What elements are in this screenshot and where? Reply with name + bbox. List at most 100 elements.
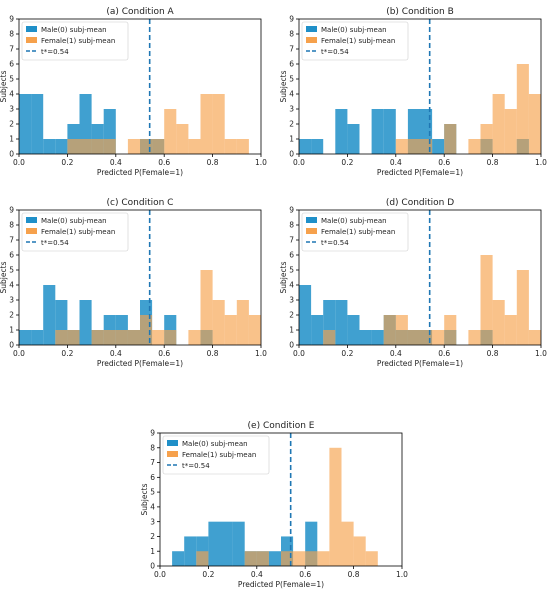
x-tick-label: 0.0 (293, 349, 305, 358)
female-bar (248, 315, 261, 345)
female-bar (176, 124, 189, 154)
y-tick-label: 6 (9, 251, 14, 260)
female-bar (224, 315, 237, 345)
y-tick-label: 8 (150, 443, 155, 452)
legend-swatch-female (167, 451, 178, 457)
male-bar (19, 94, 32, 154)
y-axis-label: Subjects (140, 483, 149, 515)
chart-title: (e) Condition E (248, 421, 315, 431)
male-bar (268, 551, 281, 566)
plot-frame (18, 209, 262, 346)
y-tick-label: 1 (150, 547, 155, 556)
x-tick-label: 0.8 (487, 349, 499, 358)
x-tick-label: 0.4 (251, 570, 263, 579)
female-bar (188, 139, 201, 154)
female-bar (323, 330, 336, 345)
female-bar (395, 315, 408, 345)
female-bar (164, 109, 177, 154)
legend-box (21, 212, 129, 252)
x-tick-label: 0.8 (207, 349, 219, 358)
male-bar (43, 139, 56, 154)
x-tick-label: 1.0 (255, 158, 267, 167)
chart-title: (b) Condition B (386, 7, 454, 17)
legend-label-male: Male(0) subj-mean (41, 217, 107, 225)
female-bar (196, 551, 209, 566)
female-bar (224, 139, 237, 154)
male-bar (43, 285, 56, 345)
female-bar (67, 330, 80, 345)
chart-panel: 0.0 0.2 0.4 0.6 0.8 1.0 0 1 2 3 4 5 6 7 8 9 (e) Conditio… (140, 421, 408, 589)
female-bar (468, 330, 481, 345)
legend-swatch-male (306, 217, 317, 223)
x-tick-label: 0.6 (158, 349, 170, 358)
female-bar (256, 551, 269, 566)
female-bar (91, 139, 104, 154)
y-tick-label: 8 (9, 221, 14, 230)
female-bar (152, 330, 165, 345)
chart-title: (d) Condition D (386, 198, 454, 208)
y-tick-label: 7 (150, 458, 155, 467)
y-tick-label: 8 (9, 30, 14, 39)
y-tick-label: 6 (9, 60, 14, 69)
male-bar (347, 124, 360, 154)
y-tick-label: 5 (9, 266, 14, 275)
legend-label-female: Female(1) subj-mean (182, 451, 256, 459)
male-bar (299, 139, 312, 154)
female-bar (353, 536, 366, 566)
legend-label-threshold: t*=0.54 (41, 239, 69, 247)
x-tick-label: 1.0 (255, 349, 267, 358)
y-tick-label: 0 (289, 341, 294, 350)
chart-panel: 0.0 0.2 0.4 0.6 0.8 1.0 0 1 2 3 4 5 6 7 8 9 (a) Conditio… (0, 7, 267, 177)
female-bar (212, 300, 225, 345)
y-tick-label: 7 (289, 236, 294, 245)
x-tick-label: 0.8 (207, 158, 219, 167)
y-tick-label: 1 (9, 326, 14, 335)
y-tick-label: 7 (9, 45, 14, 54)
x-tick-label: 0.2 (61, 349, 73, 358)
y-tick-label: 2 (150, 532, 155, 541)
plot-frame (298, 18, 542, 155)
y-tick-label: 8 (289, 221, 294, 230)
female-bar (516, 270, 529, 345)
female-bar (395, 139, 408, 154)
legend-swatch-male (306, 26, 317, 32)
legend-label-threshold: t*=0.54 (41, 48, 69, 56)
x-axis-label: Predicted P(Female=1) (97, 168, 183, 177)
female-bar (305, 551, 318, 566)
plot-frame (298, 209, 542, 346)
y-tick-label: 3 (289, 296, 294, 305)
legend-label-female: Female(1) subj-mean (321, 228, 395, 236)
legend-label-female: Female(1) subj-mean (41, 37, 115, 45)
male-bar (172, 551, 185, 566)
female-bar (383, 315, 396, 345)
y-tick-label: 0 (289, 150, 294, 159)
male-bar (19, 330, 32, 345)
y-tick-label: 7 (9, 236, 14, 245)
female-bar (164, 330, 177, 345)
chart-panel: 0.0 0.2 0.4 0.6 0.8 1.0 0 1 2 3 4 5 6 7 8 9 (b) Conditio… (279, 7, 547, 177)
chart-panel: 0.0 0.2 0.4 0.6 0.8 1.0 0 1 2 3 4 5 6 7 8 9 (c) Conditio… (0, 198, 267, 368)
y-tick-label: 0 (9, 150, 14, 159)
female-bar (67, 139, 80, 154)
x-tick-label: 0.8 (348, 570, 360, 579)
female-bar (317, 551, 330, 566)
y-tick-label: 2 (9, 120, 14, 129)
legend-label-female: Female(1) subj-mean (321, 37, 395, 45)
legend-box (162, 435, 270, 475)
legend-swatch-female (26, 228, 37, 234)
legend-label-female: Female(1) subj-mean (41, 228, 115, 236)
x-tick-label: 0.2 (61, 158, 73, 167)
y-tick-label: 3 (289, 105, 294, 114)
female-bar (103, 330, 116, 345)
x-tick-label: 0.4 (390, 349, 402, 358)
female-bar (103, 139, 116, 154)
y-tick-label: 4 (150, 502, 155, 511)
male-bar (335, 109, 348, 154)
y-tick-label: 9 (289, 206, 294, 215)
female-bar (236, 139, 249, 154)
legend-label-threshold: t*=0.54 (321, 239, 349, 247)
legend-label-male: Male(0) subj-mean (321, 217, 387, 225)
y-tick-label: 1 (289, 135, 294, 144)
male-bar (371, 330, 384, 345)
chart-panel: 0.0 0.2 0.4 0.6 0.8 1.0 0 1 2 3 4 5 6 7 8 9 (d) Conditio… (279, 198, 547, 368)
